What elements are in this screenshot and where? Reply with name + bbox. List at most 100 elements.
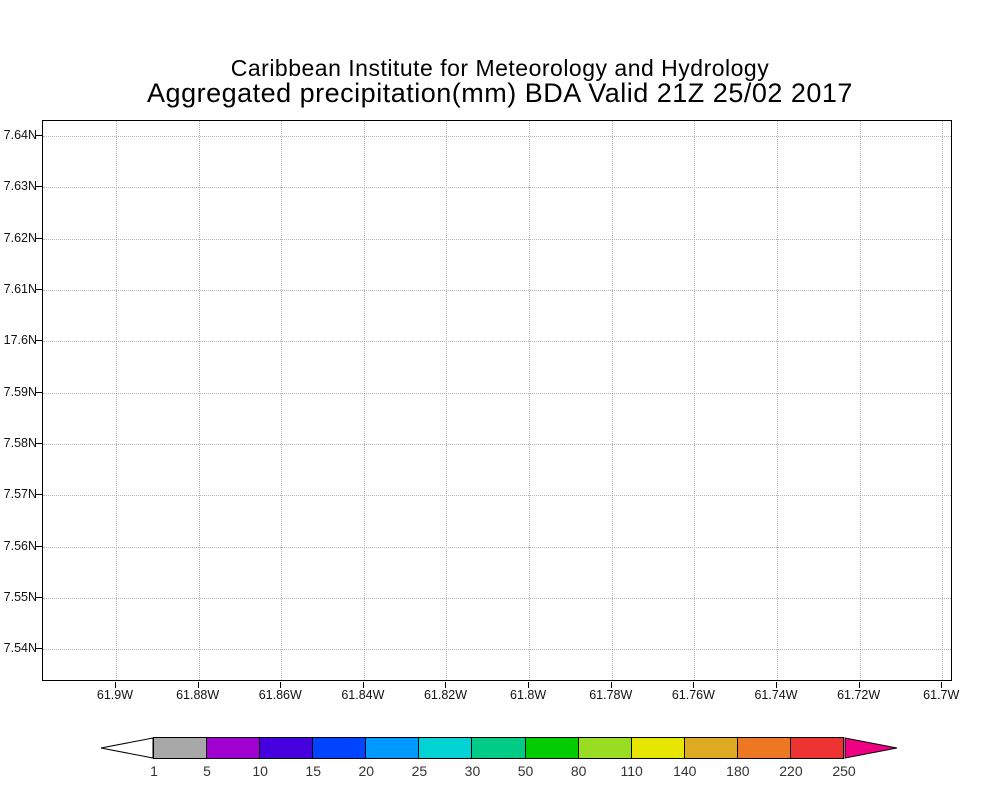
vertical-gridline <box>363 121 365 680</box>
vertical-gridline <box>198 121 200 680</box>
horizontal-gridline <box>43 187 951 189</box>
x-axis-tick-mark <box>114 682 116 688</box>
x-axis-tick-label: 61.9W <box>96 688 134 702</box>
x-axis-tick-label: 61.88W <box>176 688 220 702</box>
y-axis-tick-mark <box>36 340 42 342</box>
colorbar-segment <box>418 737 473 759</box>
x-axis-tick-label: 61.84W <box>341 688 385 702</box>
y-axis-tick-label: 7.54N <box>3 641 37 656</box>
y-axis-tick-label: 7.57N <box>3 487 37 502</box>
y-axis-tick-label: 7.58N <box>3 435 37 450</box>
y-axis-tick-mark <box>36 237 42 239</box>
x-axis-tick-mark <box>445 682 447 688</box>
horizontal-gridline <box>43 546 951 548</box>
x-axis-tick-mark <box>610 682 612 688</box>
x-axis-tick-label: 61.78W <box>589 688 633 702</box>
x-axis-tick-label: 61.7W <box>923 688 960 702</box>
x-axis-tick-mark <box>197 682 199 688</box>
colorbar-tick-label: 80 <box>570 763 587 779</box>
y-axis-tick-mark <box>36 494 42 496</box>
y-axis-tick-mark <box>36 648 42 650</box>
colorbar-segment <box>524 737 579 759</box>
colorbar-segment <box>206 737 261 759</box>
vertical-gridline <box>446 121 448 680</box>
colorbar-segment <box>153 737 208 759</box>
colorbar-tick-label: 220 <box>779 763 803 779</box>
vertical-gridline <box>115 121 117 680</box>
colorbar-segment <box>789 737 845 759</box>
y-axis-tick-label: 7.64N <box>3 127 37 142</box>
chart-title: Aggregated precipitation(mm) BDA Valid 2… <box>147 78 853 108</box>
y-axis-tick-label: 7.59N <box>3 384 37 399</box>
plot-area <box>42 120 952 681</box>
horizontal-gridline <box>43 238 951 240</box>
x-axis-tick-mark <box>528 682 530 688</box>
colorbar-segment <box>630 737 685 759</box>
x-axis-tick-label: 61.86W <box>258 688 302 702</box>
colorbar-tick-label: 180 <box>726 763 750 779</box>
colorbar-tick-label: 50 <box>517 763 534 779</box>
horizontal-gridline <box>43 443 951 445</box>
y-axis-tick-label: 7.61N <box>3 281 37 296</box>
x-axis-tick-label: 61.76W <box>671 688 715 702</box>
x-axis-tick-mark <box>280 682 282 688</box>
vertical-gridline <box>611 121 613 680</box>
x-axis-tick-mark <box>693 682 695 688</box>
x-axis-tick-label: 61.8W <box>510 688 547 702</box>
y-axis-tick-label: 17.6N <box>3 333 37 348</box>
x-axis-tick-mark <box>941 682 943 688</box>
vertical-gridline <box>529 121 531 680</box>
horizontal-gridline <box>43 495 951 497</box>
colorbar-tick-label: 15 <box>305 763 322 779</box>
colorbar <box>100 737 898 759</box>
horizontal-gridline <box>43 392 951 394</box>
horizontal-gridline <box>43 341 951 343</box>
vertical-gridline <box>694 121 696 680</box>
horizontal-gridline <box>43 649 951 651</box>
y-axis-tick-mark <box>36 186 42 188</box>
colorbar-tick-label: 1 <box>150 763 158 779</box>
colorbar-segment <box>683 737 738 759</box>
colorbar-right-arrow-icon <box>844 737 898 759</box>
x-axis-tick-label: 61.82W <box>423 688 468 702</box>
vertical-gridline <box>942 121 944 680</box>
colorbar-tick-label: 140 <box>673 763 697 779</box>
y-axis-tick-label: 7.56N <box>3 538 37 553</box>
x-axis-tick-label: 61.72W <box>837 688 881 702</box>
y-axis-tick-mark <box>36 288 42 290</box>
vertical-gridline <box>859 121 861 680</box>
y-axis-tick-mark <box>36 391 42 393</box>
y-axis-tick-mark <box>36 442 42 444</box>
colorbar-tick-label: 10 <box>252 763 268 779</box>
colorbar-tick-label: 5 <box>203 763 211 779</box>
y-axis-tick-label: 7.62N <box>3 230 37 245</box>
colorbar-segment <box>365 737 420 759</box>
y-axis-tick-mark <box>36 596 42 598</box>
chart-subtitle: Caribbean Institute for Meteorology and … <box>230 55 770 81</box>
x-axis-tick-label: 61.74W <box>754 688 798 702</box>
y-axis-tick-label: 7.55N <box>3 589 37 604</box>
y-axis-tick-mark <box>36 545 42 547</box>
colorbar-left-arrow-icon <box>100 737 154 759</box>
colorbar-segment <box>577 737 632 759</box>
colorbar-segment <box>259 737 314 759</box>
horizontal-gridline <box>43 289 951 291</box>
x-axis-tick-mark <box>362 682 364 688</box>
vertical-gridline <box>281 121 283 680</box>
colorbar-segment <box>471 737 526 759</box>
horizontal-gridline <box>43 135 951 137</box>
colorbar-segment <box>736 737 791 759</box>
colorbar-tick-label: 25 <box>411 763 428 779</box>
x-axis-tick-mark <box>776 682 777 688</box>
y-axis-tick-mark <box>36 134 42 136</box>
x-axis-tick-mark <box>858 682 860 688</box>
colorbar-segment <box>312 737 367 759</box>
colorbar-tick-label: 110 <box>620 763 643 779</box>
colorbar-tick-label: 250 <box>832 763 856 779</box>
vertical-gridline <box>777 121 778 680</box>
y-axis-tick-label: 7.63N <box>3 179 37 194</box>
colorbar-tick-label: 30 <box>464 763 481 779</box>
horizontal-gridline <box>43 597 951 599</box>
colorbar-tick-label: 20 <box>358 763 375 779</box>
